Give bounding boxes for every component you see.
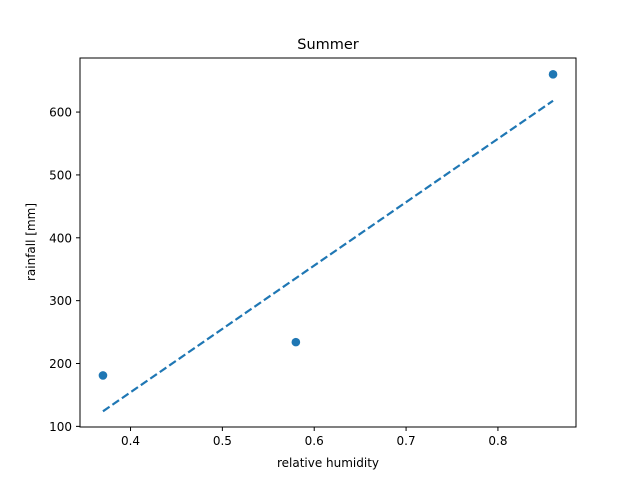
y-tick-label: 100 (49, 420, 72, 434)
axes: 0.4 0.5 0.6 0.7 0.8 100 200 300 400 500 600 (49, 57, 577, 448)
y-tick-label: 300 (49, 294, 72, 308)
data-point (291, 337, 301, 347)
x-tick-label: 0.4 (121, 434, 140, 448)
y-tick-label: 600 (49, 106, 72, 120)
x-axis-label: relative humidity (277, 456, 379, 470)
y-tick-label: 500 (49, 168, 72, 182)
y-tick-label: 400 (49, 231, 72, 245)
x-tick-label: 0.8 (488, 434, 507, 448)
data-point (548, 70, 558, 79)
trend-line (102, 99, 554, 413)
x-tick-label: 0.5 (213, 434, 232, 448)
chart-title: Summer (297, 37, 359, 53)
x-tick-label: 0.7 (397, 434, 416, 448)
x-tick-label: 0.6 (305, 434, 324, 448)
y-axis-label: rainfall [mm] (24, 203, 38, 281)
y-tick-label: 200 (49, 357, 72, 371)
plot-area (98, 70, 558, 413)
axes-frame (79, 57, 577, 428)
data-point (98, 371, 108, 380)
